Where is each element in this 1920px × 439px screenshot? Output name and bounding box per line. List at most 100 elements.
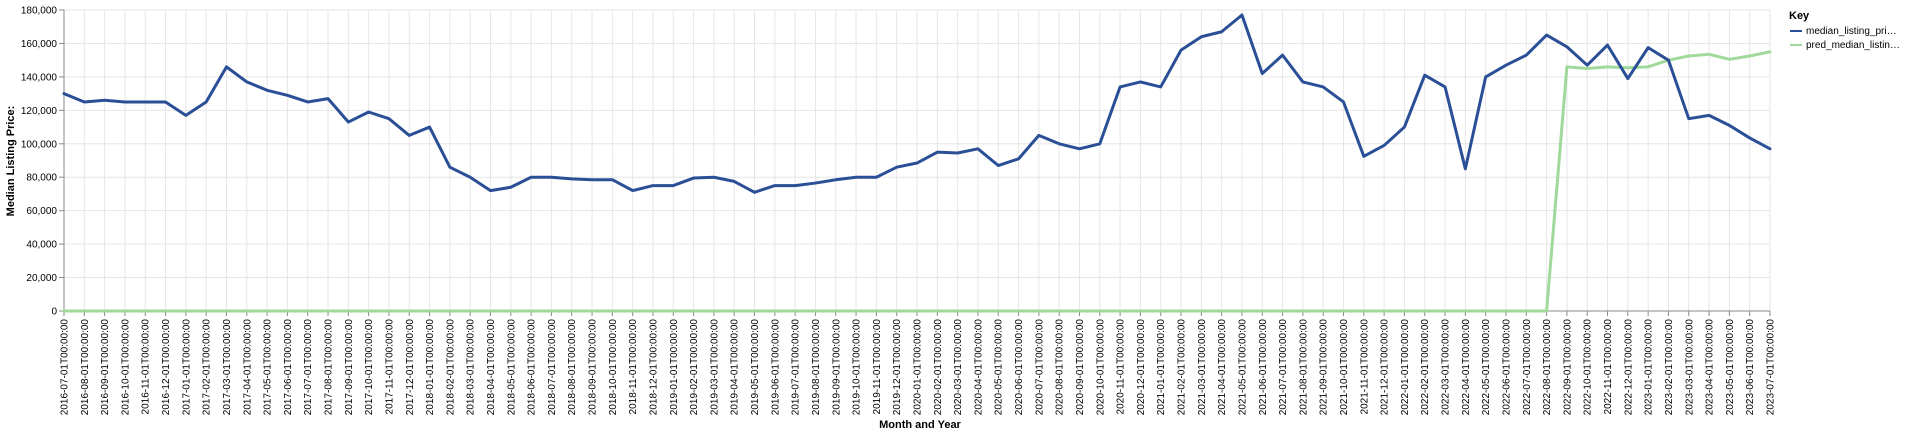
x-tick-label: 2022-05-01T00:00:00 <box>1481 319 1492 416</box>
x-tick-label: 2018-06-01T00:00:00 <box>527 319 538 416</box>
x-tick-label: 2021-07-01T00:00:00 <box>1278 319 1289 416</box>
y-tick-label: 20,000 <box>26 273 57 284</box>
x-tick-label: 2022-02-01T00:00:00 <box>1420 319 1431 416</box>
x-tick-label: 2020-06-01T00:00:00 <box>1014 319 1025 416</box>
x-tick-label: 2020-02-01T00:00:00 <box>933 319 944 416</box>
x-tick-label: 2023-06-01T00:00:00 <box>1745 319 1756 416</box>
x-tick-label: 2021-06-01T00:00:00 <box>1258 319 1269 416</box>
x-tick-label: 2020-03-01T00:00:00 <box>953 319 964 416</box>
x-tick-label: 2021-02-01T00:00:00 <box>1177 319 1188 416</box>
x-tick-label: 2021-11-01T00:00:00 <box>1359 319 1370 415</box>
x-tick-label: 2017-11-01T00:00:00 <box>384 319 395 415</box>
x-tick-label: 2016-08-01T00:00:00 <box>80 319 91 416</box>
y-axis-title: Median Listing Price: <box>5 106 17 217</box>
x-tick-label: 2021-04-01T00:00:00 <box>1217 319 1228 416</box>
x-tick-label: 2018-03-01T00:00:00 <box>466 319 477 416</box>
x-tick-label: 2016-12-01T00:00:00 <box>161 319 172 416</box>
x-tick-label: 2022-06-01T00:00:00 <box>1501 319 1512 416</box>
x-tick-label: 2021-08-01T00:00:00 <box>1298 319 1309 416</box>
x-tick-label: 2018-12-01T00:00:00 <box>648 319 659 416</box>
x-tick-label: 2020-01-01T00:00:00 <box>913 319 924 416</box>
gridlines <box>63 9 1771 312</box>
x-tick-label: 2019-08-01T00:00:00 <box>811 319 822 416</box>
x-tick-label: 2019-01-01T00:00:00 <box>669 319 680 416</box>
x-tick-label: 2022-09-01T00:00:00 <box>1562 319 1573 416</box>
x-tick-label: 2021-09-01T00:00:00 <box>1319 319 1330 416</box>
x-tick-label: 2016-07-01T00:00:00 <box>60 319 71 416</box>
x-tick-label: 2021-12-01T00:00:00 <box>1380 319 1391 416</box>
x-tick-label: 2017-03-01T00:00:00 <box>222 319 233 416</box>
x-tick-label: 2018-02-01T00:00:00 <box>445 319 456 416</box>
legend-label-median: median_listing_pri… <box>1806 26 1897 37</box>
x-tick-label: 2018-10-01T00:00:00 <box>608 319 619 416</box>
series-lines <box>62 13 1772 313</box>
x-tick-label: 2022-03-01T00:00:00 <box>1441 319 1452 416</box>
x-tick-label: 2021-05-01T00:00:00 <box>1237 319 1248 416</box>
legend: Key median_listing_pri… pred_median_list… <box>1789 10 1900 51</box>
x-tick-label: 2016-10-01T00:00:00 <box>120 319 131 416</box>
x-tick-label: 2020-08-01T00:00:00 <box>1055 319 1066 416</box>
x-tick-label: 2022-07-01T00:00:00 <box>1522 319 1533 416</box>
x-tick-label: 2020-09-01T00:00:00 <box>1075 319 1086 416</box>
x-tick-label: 2021-10-01T00:00:00 <box>1339 319 1350 416</box>
y-tick-label: 40,000 <box>26 240 57 251</box>
x-tick-label: 2022-04-01T00:00:00 <box>1461 319 1472 416</box>
series-line-0 <box>62 13 1772 194</box>
x-tick-label: 2018-04-01T00:00:00 <box>486 319 497 416</box>
y-tick-label: 180,000 <box>21 6 58 17</box>
x-tick-label: 2022-11-01T00:00:00 <box>1603 319 1614 415</box>
axes: 0 20,000 40,000 60,000 80,000 100,000 120,000 1… <box>21 6 1777 416</box>
x-tick-label: 2019-06-01T00:00:00 <box>770 319 781 416</box>
legend-label-pred: pred_median_listin… <box>1806 40 1900 51</box>
y-tick-label: 0 <box>51 307 57 318</box>
x-tick-label: 2020-07-01T00:00:00 <box>1034 319 1045 416</box>
x-tick-label: 2018-07-01T00:00:00 <box>547 319 558 416</box>
x-tick-label: 2023-01-01T00:00:00 <box>1644 319 1655 416</box>
x-tick-label: 2018-01-01T00:00:00 <box>425 319 436 416</box>
y-tick-label: 60,000 <box>26 206 57 217</box>
x-tick-label: 2019-11-01T00:00:00 <box>872 319 883 415</box>
x-tick-label: 2017-10-01T00:00:00 <box>364 319 375 416</box>
x-tick-label: 2017-12-01T00:00:00 <box>405 319 416 416</box>
x-tick-label: 2017-07-01T00:00:00 <box>303 319 314 416</box>
x-tick-label: 2019-12-01T00:00:00 <box>892 319 903 416</box>
x-tick-label: 2018-08-01T00:00:00 <box>567 319 578 416</box>
x-tick-label: 2017-04-01T00:00:00 <box>242 319 253 416</box>
x-tick-label: 2020-12-01T00:00:00 <box>1136 319 1147 416</box>
x-tick-label: 2017-08-01T00:00:00 <box>324 319 335 416</box>
x-axis-title: Month and Year <box>879 419 961 431</box>
x-tick-label: 2019-04-01T00:00:00 <box>730 319 741 416</box>
x-tick-label: 2023-07-01T00:00:00 <box>1766 319 1777 416</box>
x-tick-label: 2018-11-01T00:00:00 <box>628 319 639 415</box>
x-tick-label: 2017-05-01T00:00:00 <box>263 319 274 416</box>
x-tick-label: 2023-02-01T00:00:00 <box>1664 319 1675 416</box>
legend-title: Key <box>1789 10 1810 22</box>
x-tick-label: 2020-05-01T00:00:00 <box>994 319 1005 416</box>
x-tick-label: 2018-05-01T00:00:00 <box>506 319 517 416</box>
y-tick-label: 140,000 <box>21 72 58 83</box>
x-tick-label: 2019-02-01T00:00:00 <box>689 319 700 416</box>
y-tick-label: 100,000 <box>21 139 58 150</box>
x-tick-label: 2020-10-01T00:00:00 <box>1095 319 1106 416</box>
x-tick-label: 2016-11-01T00:00:00 <box>141 319 152 415</box>
x-tick-label: 2017-06-01T00:00:00 <box>283 319 294 416</box>
x-tick-label: 2021-01-01T00:00:00 <box>1156 319 1167 416</box>
x-tick-label: 2020-11-01T00:00:00 <box>1116 319 1127 415</box>
y-tick-label: 80,000 <box>26 173 57 184</box>
x-tick-label: 2020-04-01T00:00:00 <box>973 319 984 416</box>
x-tick-label: 2022-10-01T00:00:00 <box>1583 319 1594 416</box>
x-tick-label: 2019-07-01T00:00:00 <box>791 319 802 416</box>
series-line-1 <box>62 50 1772 313</box>
x-tick-label: 2023-04-01T00:00:00 <box>1705 319 1716 416</box>
x-tick-label: 2019-10-01T00:00:00 <box>852 319 863 416</box>
y-tick-label: 120,000 <box>21 106 58 117</box>
x-tick-label: 2017-02-01T00:00:00 <box>202 319 213 416</box>
x-tick-label: 2019-05-01T00:00:00 <box>750 319 761 416</box>
x-tick-label: 2019-03-01T00:00:00 <box>709 319 720 416</box>
x-tick-label: 2018-09-01T00:00:00 <box>588 319 599 416</box>
x-tick-label: 2019-09-01T00:00:00 <box>831 319 842 416</box>
x-tick-label: 2022-12-01T00:00:00 <box>1623 319 1634 416</box>
x-tick-label: 2023-05-01T00:00:00 <box>1725 319 1736 416</box>
